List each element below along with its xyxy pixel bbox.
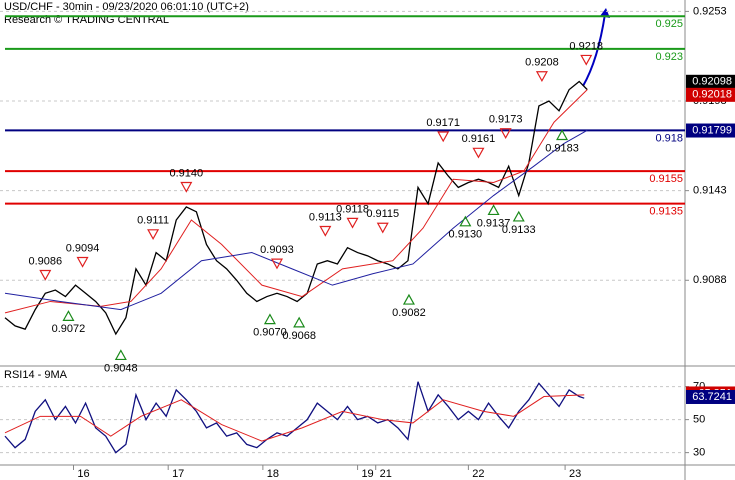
signal-label: 0.9070 <box>253 327 287 339</box>
signal-label: 0.9082 <box>392 307 426 319</box>
signal-label: 0.9130 <box>449 229 483 241</box>
series-line <box>4 394 585 442</box>
signal-label: 0.9048 <box>104 362 138 374</box>
y-tick-label: 50 <box>693 414 705 426</box>
price-box <box>686 74 735 89</box>
signal-label: 0.9086 <box>28 255 62 267</box>
signal-label: 0.9218 <box>569 40 603 52</box>
signal-label: 0.9113 <box>309 211 342 223</box>
x-tick-label: 17 <box>172 468 184 480</box>
level-label: 0.925 <box>655 18 683 30</box>
level-label: 0.918 <box>655 132 683 144</box>
series-line <box>4 89 588 314</box>
y-tick-label: 0.9253 <box>693 5 727 17</box>
signal-marker <box>402 293 415 305</box>
signal-label: 0.9140 <box>169 167 203 179</box>
signal-label: 0.9208 <box>525 57 559 69</box>
series-line <box>4 129 588 311</box>
x-tick-label: 21 <box>380 468 392 480</box>
price-box-label: 0.92098 <box>692 76 732 88</box>
signal-marker <box>263 313 276 325</box>
signal-label: 0.9183 <box>545 142 579 154</box>
signal-label: 0.9094 <box>66 242 100 254</box>
signal-marker <box>39 269 52 281</box>
level-label: 0.923 <box>655 51 683 63</box>
signal-marker <box>437 131 450 143</box>
signal-marker <box>499 128 512 139</box>
price-box <box>686 87 735 102</box>
price-box <box>686 123 735 138</box>
series-line <box>4 381 585 454</box>
signal-label: 0.9068 <box>282 330 316 342</box>
signal-marker <box>376 222 389 234</box>
signal-label: 0.9137 <box>477 217 511 229</box>
y-tick-label: 30 <box>693 447 705 459</box>
forecast-arrow <box>582 13 606 87</box>
x-tick-label: 19 <box>361 468 373 480</box>
signal-marker <box>114 349 127 361</box>
signal-marker <box>535 71 548 82</box>
signal-marker <box>512 210 525 222</box>
signal-marker <box>319 225 332 237</box>
price-box-label: 0.92018 <box>692 89 732 101</box>
signal-label: 0.9072 <box>52 323 86 335</box>
signal-marker <box>147 229 160 241</box>
signal-marker <box>180 181 193 193</box>
signal-marker <box>487 204 500 216</box>
signal-label: 0.9133 <box>502 224 536 236</box>
signal-marker <box>459 215 472 227</box>
signal-label: 0.9161 <box>462 133 496 145</box>
signal-label: 0.9118 <box>336 203 369 215</box>
x-tick-label: 16 <box>77 468 89 480</box>
signal-label: 0.9111 <box>137 215 169 227</box>
series-line <box>4 80 588 336</box>
signal-marker <box>472 147 485 159</box>
signal-label: 0.9093 <box>260 244 294 256</box>
signal-label: 0.9171 <box>426 117 460 129</box>
panel-title: RSI14 - 9MA <box>4 369 68 381</box>
x-tick-label: 18 <box>267 468 279 480</box>
signal-label: 0.9173 <box>489 114 523 126</box>
signal-marker <box>556 129 569 141</box>
price-box-label: 63.7241 <box>692 391 732 403</box>
y-tick-label: 0.9143 <box>693 185 727 197</box>
y-tick-label: 0.9088 <box>693 274 727 286</box>
chart-title: USD/CHF - 30min - 09/23/2020 06:01:10 (U… <box>4 1 249 13</box>
level-label: 0.9155 <box>649 173 683 185</box>
signal-marker <box>293 316 306 328</box>
signal-marker <box>580 54 593 66</box>
x-tick-label: 22 <box>472 468 484 480</box>
price-box <box>686 389 735 404</box>
x-tick-label: 23 <box>569 468 581 480</box>
signal-marker <box>76 256 89 268</box>
signal-marker <box>346 217 359 229</box>
signal-label: 0.9115 <box>366 208 399 220</box>
price-box-label: 0.91799 <box>692 124 732 136</box>
signal-marker <box>270 258 284 270</box>
signal-marker <box>62 310 75 321</box>
level-label: 0.9135 <box>649 206 683 218</box>
